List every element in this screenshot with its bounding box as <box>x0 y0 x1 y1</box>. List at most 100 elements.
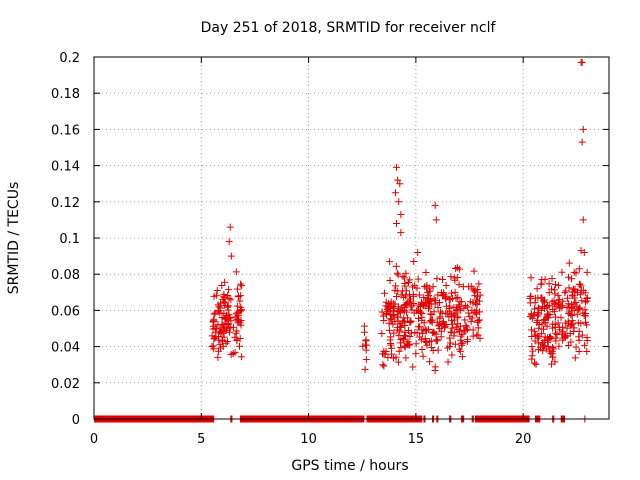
data-point <box>578 58 586 66</box>
data-point <box>388 316 396 324</box>
data-point <box>406 295 414 303</box>
data-point <box>226 314 234 322</box>
data-point <box>362 355 370 363</box>
x-tick-label: 15 <box>408 432 425 447</box>
data-point <box>434 291 442 299</box>
data-point <box>386 326 394 334</box>
data-point <box>406 319 414 327</box>
data-point <box>426 358 434 366</box>
data-point <box>224 319 232 327</box>
data-point <box>407 303 415 311</box>
data-point <box>475 316 483 324</box>
data-point <box>442 295 450 303</box>
data-point <box>543 313 551 321</box>
data-point <box>402 292 410 300</box>
data-point <box>472 299 480 307</box>
data-point <box>411 328 419 336</box>
chart-title: Day 251 of 2018, SRMTID for receiver ncl… <box>201 20 497 36</box>
data-point <box>378 330 386 338</box>
data-point <box>216 344 224 352</box>
data-point <box>447 273 455 281</box>
data-point <box>548 285 556 293</box>
data-point <box>530 327 538 335</box>
data-point <box>381 289 389 297</box>
data-point <box>448 320 456 328</box>
data-point <box>538 276 546 284</box>
data-point <box>418 345 426 353</box>
data-point <box>418 313 426 321</box>
data-point <box>543 312 551 320</box>
x-axis-label: GPS time / hours <box>291 458 408 474</box>
data-point <box>577 247 585 255</box>
data-point <box>412 350 420 358</box>
data-point <box>216 309 224 317</box>
data-point <box>392 282 400 290</box>
data-point <box>436 308 444 316</box>
data-point <box>455 281 463 289</box>
data-point <box>531 359 539 367</box>
data-point <box>554 319 562 327</box>
data-point <box>543 322 551 330</box>
data-point <box>450 329 458 337</box>
data-point <box>394 176 402 184</box>
data-point <box>451 340 459 348</box>
data-point <box>225 311 233 319</box>
data-point <box>224 338 232 346</box>
data-point <box>407 318 415 326</box>
data-point <box>552 329 560 337</box>
data-point <box>555 296 563 304</box>
data-point <box>476 308 484 316</box>
data-point <box>526 313 534 321</box>
data-point <box>538 302 546 310</box>
data-point <box>394 303 402 311</box>
data-point <box>422 268 430 276</box>
data-point <box>454 313 462 321</box>
data-point <box>234 316 242 324</box>
data-point <box>570 300 578 308</box>
data-point <box>390 329 398 337</box>
data-point <box>527 326 535 334</box>
y-tick-label: 0.04 <box>51 341 80 356</box>
data-point <box>579 216 587 224</box>
data-point <box>394 271 402 279</box>
data-point <box>470 267 478 275</box>
data-point <box>232 268 240 276</box>
data-point <box>567 338 575 346</box>
data-point <box>397 229 405 237</box>
data-point <box>404 278 412 286</box>
data-point <box>362 337 370 345</box>
data-point <box>433 337 441 345</box>
data-point <box>388 344 396 352</box>
data-point <box>580 248 588 256</box>
data-point <box>392 262 400 270</box>
data-point <box>227 296 235 304</box>
data-point <box>220 298 228 306</box>
data-point <box>402 269 410 277</box>
data-point <box>454 293 462 301</box>
data-point <box>448 351 456 359</box>
data-point <box>361 328 369 336</box>
data-point <box>447 328 455 336</box>
data-point <box>220 325 228 333</box>
data-point <box>214 301 222 309</box>
data-point <box>468 314 476 322</box>
data-point <box>414 249 422 257</box>
data-point <box>578 138 586 146</box>
data-point <box>453 306 461 314</box>
data-point <box>539 347 547 355</box>
data-point <box>446 339 454 347</box>
data-point <box>568 312 576 320</box>
data-point <box>575 265 583 273</box>
data-point <box>579 125 587 133</box>
data-point <box>420 319 428 327</box>
data-point <box>446 334 454 342</box>
data-point <box>391 189 399 197</box>
data-point <box>426 300 434 308</box>
data-point <box>387 339 395 347</box>
data-point <box>554 299 562 307</box>
data-point <box>535 346 543 354</box>
data-point <box>544 302 552 310</box>
data-point <box>458 330 466 338</box>
data-point <box>561 333 569 341</box>
